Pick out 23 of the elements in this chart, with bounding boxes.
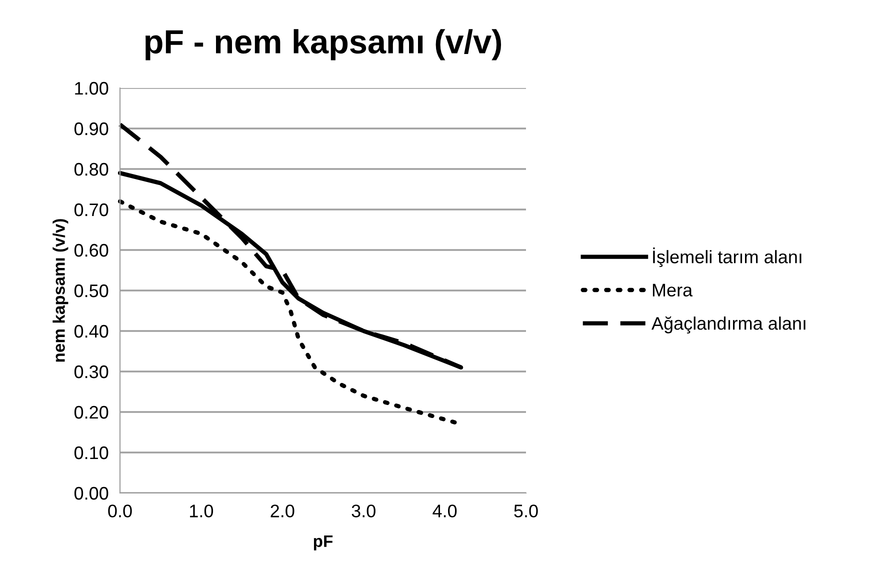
y-tick-label: 0.50	[74, 284, 108, 298]
y-tick-label: 0.90	[74, 122, 108, 136]
x-tick-label: 5.0	[514, 504, 538, 518]
x-tick-label: 1.0	[190, 504, 214, 518]
x-tick-label: 4.0	[432, 504, 457, 518]
x-tick-label: 3.0	[352, 504, 376, 518]
legend-label: İşlemeli tarım alanı	[653, 248, 802, 267]
y-tick-label: 0.60	[74, 244, 108, 257]
y-axis-title: nem kapsamı (v/v)	[52, 219, 68, 362]
legend-label: Mera	[652, 284, 693, 296]
chart-title: pF - nem kapsamı (v/v)	[146, 29, 502, 60]
y-tick-label: 0.70	[74, 203, 108, 216]
y-tick-label: 0.20	[74, 406, 108, 419]
y-tick-label: 0.80	[74, 162, 108, 176]
x-tick-label: 0.0	[108, 504, 132, 518]
x-axis-title: pF	[314, 535, 333, 550]
x-tick-label: 2.0	[270, 504, 294, 518]
y-tick-label: 0.00	[74, 486, 108, 500]
y-tick-label: 1.00	[75, 82, 108, 95]
legend-label: Ağaçlandırma alanı	[652, 316, 806, 334]
y-tick-label: 0.10	[74, 446, 108, 460]
y-tick-label: 0.30	[74, 365, 108, 378]
y-tick-label: 0.40	[74, 324, 108, 338]
